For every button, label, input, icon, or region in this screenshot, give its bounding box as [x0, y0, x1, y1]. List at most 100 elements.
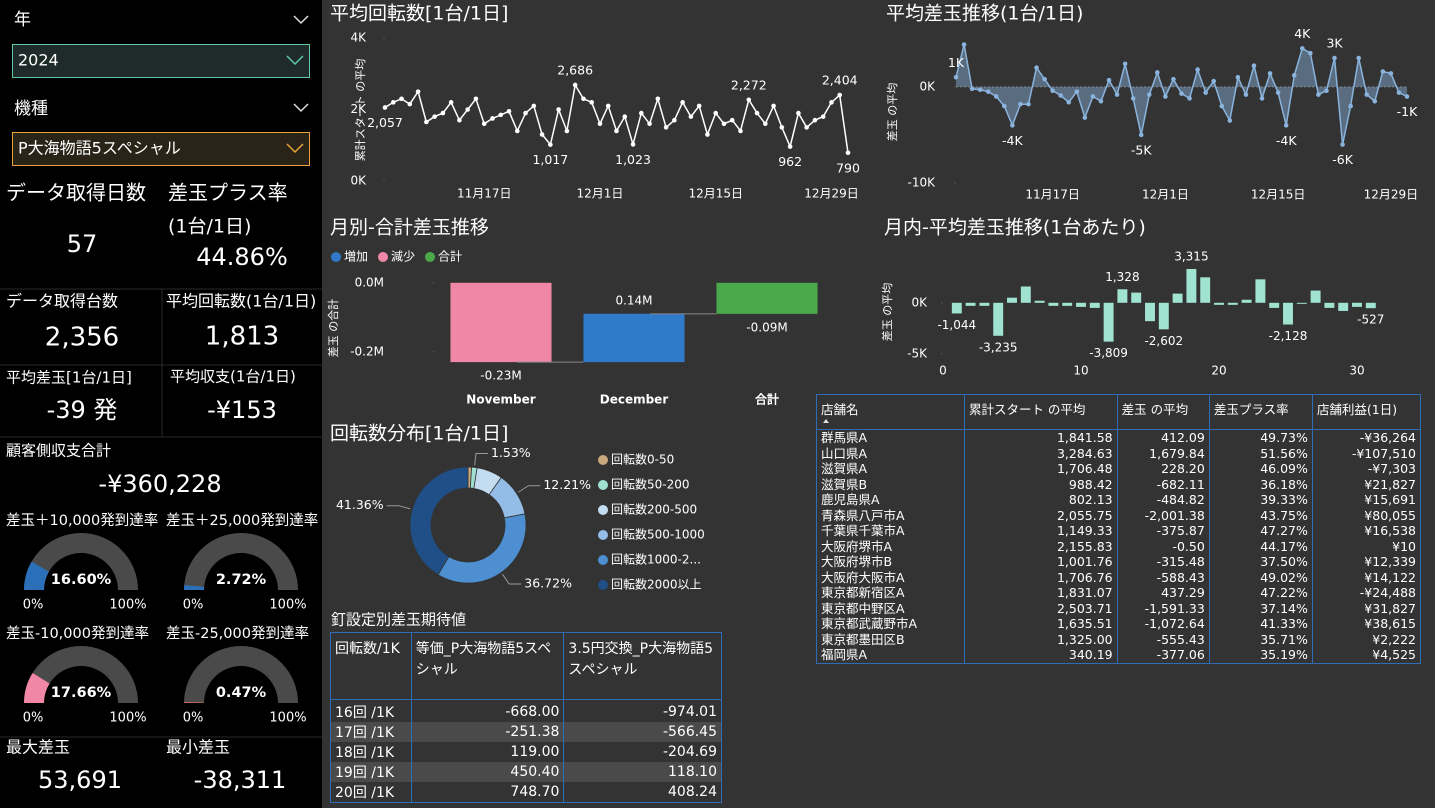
filter-value: P大海物語5スペシャル — [18, 139, 181, 158]
point — [1034, 65, 1039, 70]
point — [985, 89, 991, 94]
gauge-tick-label: 100% — [269, 711, 306, 726]
bar — [1214, 302, 1224, 305]
point — [1332, 55, 1337, 61]
table-cell: ¥80,055 — [1311, 507, 1422, 523]
point — [630, 142, 636, 147]
point — [1010, 123, 1015, 128]
data-label: 2,404 — [822, 73, 858, 88]
table-cell: -682.11 — [1116, 476, 1210, 492]
dropdown-chevron[interactable] — [286, 55, 304, 66]
point — [1002, 103, 1007, 109]
kpi-label: 平均収支(1台/1日) — [170, 368, 296, 386]
legend-label: 回転数500-1000 — [611, 527, 705, 542]
table-row: 東京都新宿区A 1,831.07 437.29 47.22% -¥24,488 — [816, 585, 1422, 601]
table-cell: ¥10 — [1311, 538, 1422, 554]
point — [622, 114, 628, 119]
bar — [1034, 300, 1045, 303]
bar — [1145, 302, 1155, 322]
legend-marker — [425, 252, 435, 262]
table-row: 18回 /1K 119.00 -204.69 — [330, 742, 722, 762]
kpi-label: データ取得日数 — [6, 181, 146, 205]
leader-line — [518, 485, 541, 493]
column-header: 3.5円交換_P大海物語5スペシャル — [563, 632, 722, 700]
data-label: 4K — [1294, 26, 1311, 41]
table-cell: -¥24,488 — [1311, 585, 1422, 601]
legend-label: 回転数2000以上 — [611, 577, 702, 592]
year-dropdown[interactable] — [12, 44, 310, 78]
model-dropdown[interactable] — [12, 132, 310, 166]
table-cell: 東京都中野区A — [816, 600, 965, 616]
table-cell: ¥15,691 — [1311, 492, 1422, 508]
table-row: 東京都墨田区B 1,325.00 -555.43 35.71% ¥2,222 — [816, 631, 1422, 647]
bar — [1007, 297, 1017, 303]
x-tick-label: 12月1日 — [1142, 188, 1189, 202]
header-row: 回転数/1K 等価_P大海物語5スペシャル 3.5円交換_P大海物語5スペシャル — [330, 632, 722, 700]
collapse-chevron[interactable] — [293, 103, 309, 113]
data-label: -527 — [1357, 313, 1384, 327]
table-cell: 2,503.71 — [963, 600, 1118, 616]
column-header: 等価_P大海物語5スペシャル — [410, 632, 565, 700]
table-cell: 437.29 — [1116, 585, 1210, 601]
bar — [1324, 302, 1335, 308]
x-tick-label: 11月17日 — [457, 187, 512, 201]
table-cell: 山口県A — [816, 445, 965, 461]
point — [1114, 92, 1120, 97]
point — [1356, 55, 1361, 61]
gauge-track — [24, 533, 138, 590]
table-cell: 東京都新宿区A — [816, 585, 965, 601]
data-label: -4K — [1002, 133, 1023, 148]
kpi-sublabel: (1台/1日) — [168, 216, 251, 238]
bar — [1103, 302, 1114, 342]
gauge-tick-label: 100% — [109, 598, 146, 613]
point — [1171, 76, 1176, 82]
dropdown-chevron[interactable] — [286, 143, 304, 154]
point — [1130, 96, 1136, 101]
point — [1122, 61, 1128, 67]
x-tick-label: 10 — [1073, 364, 1088, 378]
gauge-tick-label: 0% — [183, 598, 204, 613]
filter-value: 2024 — [18, 51, 59, 70]
point — [1340, 142, 1345, 147]
table-row: 20回 /1K 748.70 408.24 — [330, 782, 722, 803]
point — [729, 117, 735, 123]
point — [1018, 101, 1023, 107]
table-cell: 35.71% — [1208, 631, 1313, 647]
bar — [583, 313, 685, 363]
gauge-track — [184, 646, 298, 703]
point — [1179, 91, 1184, 96]
table-cell: 群馬県A — [816, 429, 965, 446]
table-cell: 43.75% — [1208, 507, 1313, 523]
table-row: 滋賀県B 988.42 -682.11 36.18% ¥21,827 — [816, 476, 1422, 492]
store-table: 店舗名 累計スタート の平均 差玉 の平均 差玉プラス率 店舗利益(1日) 群馬県A 1,8… — [816, 394, 1422, 664]
data-label: 12.21% — [543, 477, 591, 492]
point — [448, 100, 454, 105]
gauge-tick-label: 100% — [109, 711, 146, 726]
bar — [1255, 279, 1266, 303]
point — [1291, 73, 1297, 78]
bar — [1186, 268, 1197, 303]
table-head: 店舗名 累計スタート の平均 差玉 の平均 差玉プラス率 店舗利益(1日) — [816, 394, 1422, 430]
table-cell: 119.00 — [410, 742, 565, 762]
data-label: -2,128 — [1269, 329, 1308, 343]
table-cell: ¥21,827 — [1311, 476, 1422, 492]
point — [663, 125, 669, 130]
point — [738, 128, 743, 134]
data-label: -4K — [1276, 133, 1297, 148]
collapse-chevron[interactable] — [293, 15, 309, 25]
legend-label: 合計 — [438, 249, 462, 264]
gauge-value-label: 17.66% — [51, 685, 112, 701]
point — [1026, 101, 1031, 107]
table-cell: -1,072.64 — [1116, 616, 1210, 632]
table-row: 大阪府大阪市A 1,706.76 -588.43 49.02% ¥14,122 — [816, 569, 1422, 585]
point — [969, 86, 975, 92]
table-cell: -375.87 — [1116, 523, 1210, 539]
table-cell: 鹿児島県A — [816, 492, 965, 508]
gauge-value — [24, 672, 50, 703]
point — [1195, 67, 1200, 72]
point — [1308, 50, 1313, 56]
table-cell: 17回 /1K — [330, 722, 412, 742]
kpi-value: 2,356 — [45, 323, 119, 353]
point — [655, 96, 661, 102]
gauge-tick-label: 0% — [183, 711, 204, 726]
